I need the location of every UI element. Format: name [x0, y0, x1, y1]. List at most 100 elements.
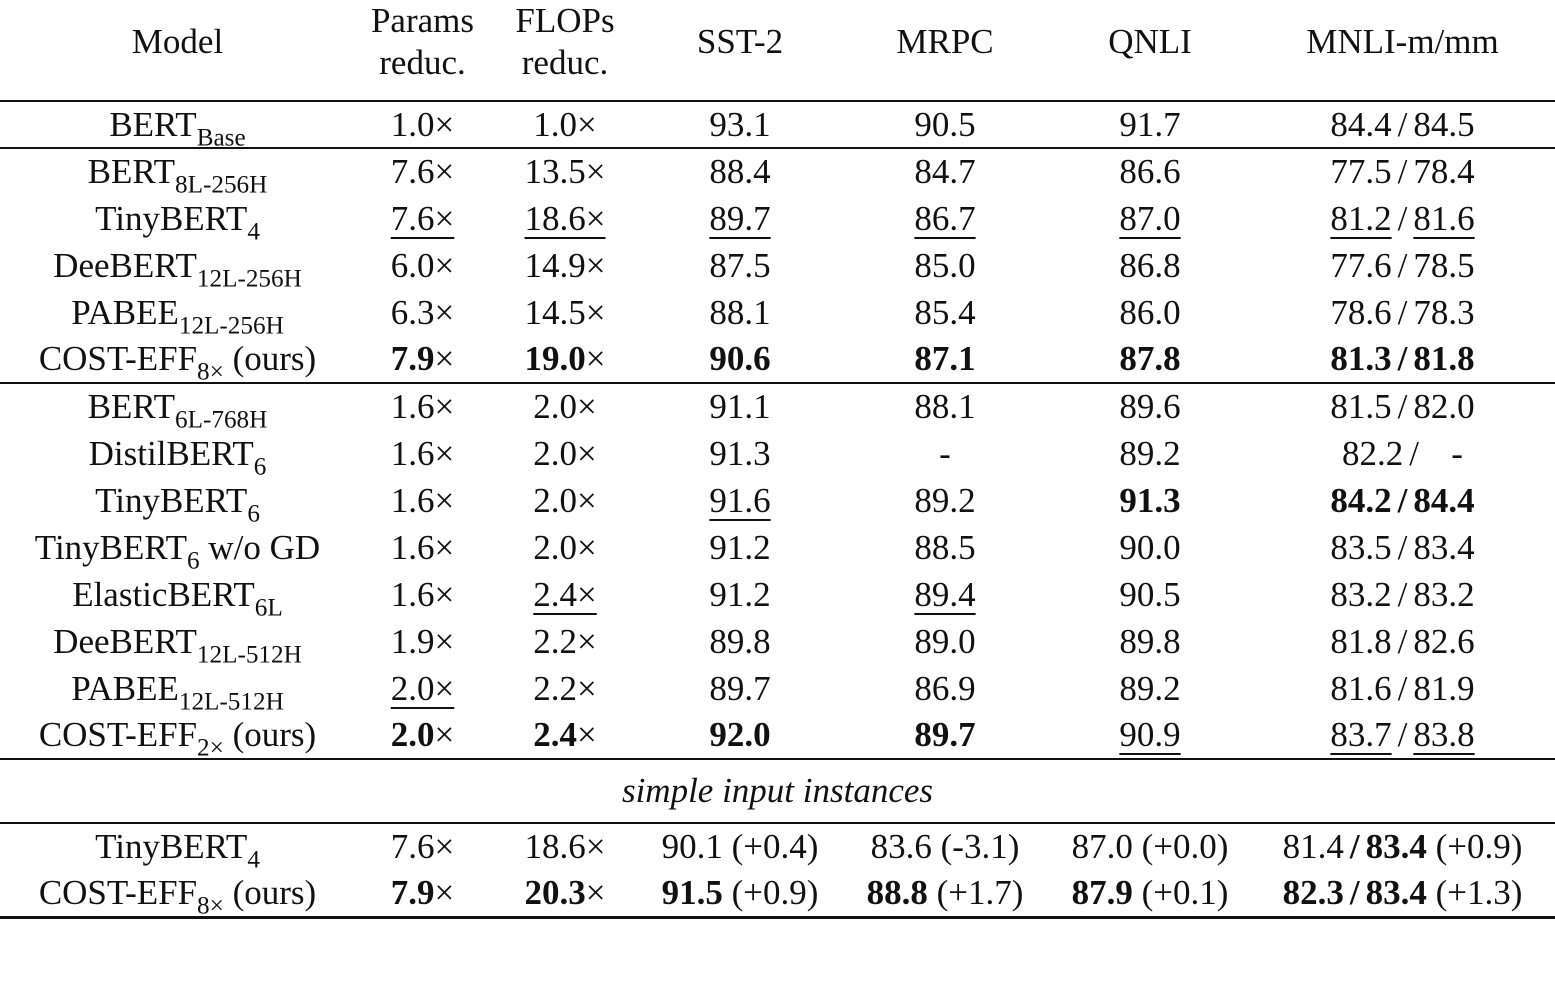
sst2-delta: (+0.4): [722, 827, 819, 866]
mnli-mm-value: 81.8: [1413, 339, 1475, 378]
params-cell: 6.0×: [355, 242, 490, 289]
mnli-slash: /: [1349, 827, 1360, 866]
sst2-cell: 88.4: [640, 147, 840, 195]
model-name-cell: PABEE12L-256H: [0, 289, 355, 340]
model-subscript: Base: [196, 124, 246, 152]
mrpc-value: 84.7: [914, 152, 976, 191]
qnli-cell: 87.0: [1050, 195, 1250, 242]
sst2-value: 90.1: [661, 827, 723, 866]
model-suffix: w/o GD: [199, 527, 321, 567]
model-subscript: 6L-768H: [175, 406, 268, 434]
sst2-value: 91.1: [709, 387, 771, 426]
params-cell: 1.0×: [355, 100, 490, 148]
flops-value: 2.0×: [533, 527, 597, 567]
mnli-m-value: 77.6: [1330, 245, 1392, 285]
flops-value: 2.0×: [533, 433, 597, 473]
results-table: Model Params reduc. FLOPs reduc. SST-2 M…: [0, 0, 1555, 920]
sst2-cell: 91.5 (+0.9): [640, 870, 840, 919]
header-params: Params reduc.: [355, 0, 490, 101]
qnli-cell: 91.3: [1050, 477, 1250, 524]
table-row: COST-EFF8× (ours) 7.9× 20.3× 91.5 (+0.9) 88.…: [0, 870, 1555, 920]
mnli-m-value: 82.3: [1282, 872, 1344, 912]
mrpc-cell: 90.5: [840, 100, 1050, 148]
qnli-cell: 90.0: [1050, 524, 1250, 571]
flops-cell: 18.6×: [490, 822, 640, 870]
mnli-m-value: 81.6: [1330, 668, 1392, 708]
model-name-cell: COST-EFF2× (ours): [0, 712, 355, 762]
mrpc-cell: 86.7: [840, 195, 1050, 242]
mnli-cell: 78.6/78.3: [1250, 289, 1555, 336]
model-subscript: 2×: [197, 734, 224, 762]
header-sst2: SST-2: [696, 22, 784, 61]
header-flops: FLOPs reduc.: [490, 0, 640, 101]
mrpc-cell: -: [840, 430, 1050, 477]
model-name: DeeBERT: [53, 621, 197, 661]
mnli-slash: /: [1349, 872, 1360, 912]
table-row: DistilBERT6 1.6× 2.0× 91.3 - 89.2 82.2/ -: [0, 430, 1555, 481]
header-mnli: MNLI-m/mm: [1306, 22, 1499, 61]
flops-value: 2.2×: [533, 668, 597, 708]
mnli-slash: /: [1397, 339, 1408, 378]
qnli-cell: 91.7: [1050, 100, 1250, 148]
mnli-mm-value: -: [1425, 433, 1463, 473]
model-name-cell: BERTBase: [0, 100, 355, 152]
model-name: TinyBERT: [95, 827, 248, 866]
mnli-mm-value: 78.3: [1413, 292, 1475, 332]
table-row: ElasticBERT6L 1.6× 2.4× 91.2 89.4 90.5 83.2/83…: [0, 571, 1555, 621]
model-subscript: 8×: [197, 358, 224, 386]
mnli-mm-value: 82.0: [1413, 387, 1475, 426]
flops-cell: 2.4×: [490, 712, 640, 759]
model-name-cell: COST-EFF8× (ours): [0, 336, 355, 386]
qnli-cell: 86.8: [1050, 242, 1250, 289]
mnli-slash: /: [1397, 292, 1408, 332]
sst2-cell: 89.7: [640, 665, 840, 712]
flops-cell: 2.0×: [490, 382, 640, 430]
qnli-cell: 90.9: [1050, 712, 1250, 759]
params-cell: 1.6×: [355, 477, 490, 524]
sst2-value: 89.7: [709, 668, 771, 708]
model-name: DistilBERT: [88, 433, 254, 473]
mnli-cell: 84.2/84.4: [1250, 477, 1555, 524]
mnli-cell: 81.5/82.0: [1250, 382, 1555, 430]
mrpc-value: 86.7: [914, 198, 976, 238]
flops-value: 2.2×: [533, 621, 597, 661]
flops-cell: 14.5×: [490, 289, 640, 336]
separator-row: simple input instances: [0, 758, 1555, 823]
table-row: PABEE12L-256H 6.3× 14.5× 88.1 85.4 86.0 78.6/7…: [0, 289, 1555, 340]
flops-value: 1.0×: [533, 104, 597, 144]
model-subscript: 12L-256H: [178, 312, 284, 340]
mnli-mm-value: 78.5: [1413, 245, 1475, 285]
model-name-cell: COST-EFF8× (ours): [0, 870, 355, 920]
header-model: Model: [131, 22, 224, 61]
mnli-cell: 83.5/83.4: [1250, 524, 1555, 571]
mrpc-cell: 89.4: [840, 571, 1050, 618]
sst2-value: 91.3: [709, 433, 771, 473]
table-row: DeeBERT12L-512H 1.9× 2.2× 89.8 89.0 89.8 81.8/…: [0, 618, 1555, 668]
flops-value: 2.4×: [533, 574, 597, 614]
params-value: 1.6×: [390, 574, 455, 614]
flops-cell: 2.0×: [490, 430, 640, 477]
sst2-value: 93.1: [709, 104, 771, 144]
flops-cell: 13.5×: [490, 147, 640, 195]
mnli-mm-value: 81.6: [1413, 198, 1475, 238]
sst2-value: 91.2: [709, 527, 771, 567]
mrpc-cell: 89.0: [840, 618, 1050, 665]
flops-value: 19.0: [524, 339, 586, 378]
params-cell: 7.9×: [355, 336, 490, 383]
mrpc-value: 83.6: [870, 827, 932, 866]
mnli-m-value: 81.4: [1282, 827, 1344, 866]
model-subscript: 4: [247, 218, 260, 246]
mnli-cell: 83.2/83.2: [1250, 571, 1555, 618]
model-suffix: (ours): [223, 872, 317, 912]
model-subscript: 6: [253, 453, 267, 481]
flops-value: 18.6×: [524, 198, 606, 238]
mnli-slash: /: [1397, 715, 1408, 754]
params-value: 7.6×: [390, 827, 455, 866]
mrpc-cell: 89.7: [840, 712, 1050, 759]
sst2-cell: 91.2: [640, 571, 840, 618]
params-value: 7.6×: [390, 198, 455, 238]
mnli-slash: /: [1397, 104, 1408, 144]
mrpc-value: 88.5: [914, 527, 976, 567]
model-subscript: 8×: [197, 892, 224, 920]
mnli-mm-value: 84.5: [1413, 104, 1475, 144]
